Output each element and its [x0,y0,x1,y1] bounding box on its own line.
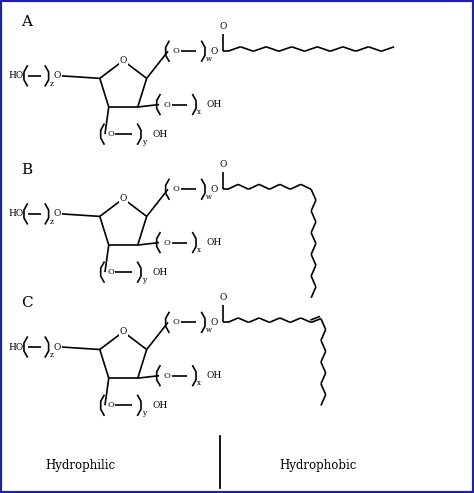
Text: OH: OH [153,130,168,139]
Text: O: O [107,401,114,409]
Text: z: z [50,218,54,226]
Text: O: O [107,268,114,276]
Text: z: z [50,80,54,88]
Text: y: y [142,276,146,284]
Text: w: w [206,193,212,201]
Text: HO: HO [9,210,24,218]
Text: y: y [142,409,146,417]
Text: OH: OH [207,238,222,247]
Text: O: O [219,293,227,302]
Text: O: O [54,343,61,352]
Text: O: O [119,56,127,65]
Text: O: O [107,130,114,138]
Text: x: x [197,379,201,387]
Text: O: O [219,160,227,169]
Text: O: O [164,239,171,246]
Text: OH: OH [153,268,168,277]
Text: HO: HO [9,343,24,352]
Text: O: O [119,194,127,203]
Text: O: O [164,101,171,108]
Text: HO: HO [9,71,24,80]
Text: OH: OH [207,100,222,109]
Text: OH: OH [153,401,168,410]
Text: O: O [211,185,218,194]
Text: O: O [54,210,61,218]
Text: Hydrophilic: Hydrophilic [46,459,116,472]
Text: O: O [173,318,180,326]
Text: w: w [206,326,212,334]
Text: O: O [119,327,127,336]
Text: O: O [173,185,180,193]
Text: B: B [21,163,32,177]
Text: C: C [21,296,33,310]
Text: O: O [219,22,227,31]
Text: x: x [197,108,201,116]
Text: OH: OH [207,371,222,380]
Text: O: O [164,372,171,380]
Text: w: w [206,55,212,63]
Text: z: z [50,352,54,359]
Text: O: O [211,318,218,327]
Text: O: O [54,71,61,80]
Text: O: O [211,47,218,56]
Text: y: y [142,138,146,146]
Text: Hydrophobic: Hydrophobic [279,459,356,472]
Text: O: O [173,47,180,55]
Text: A: A [21,15,32,29]
Text: x: x [197,246,201,254]
